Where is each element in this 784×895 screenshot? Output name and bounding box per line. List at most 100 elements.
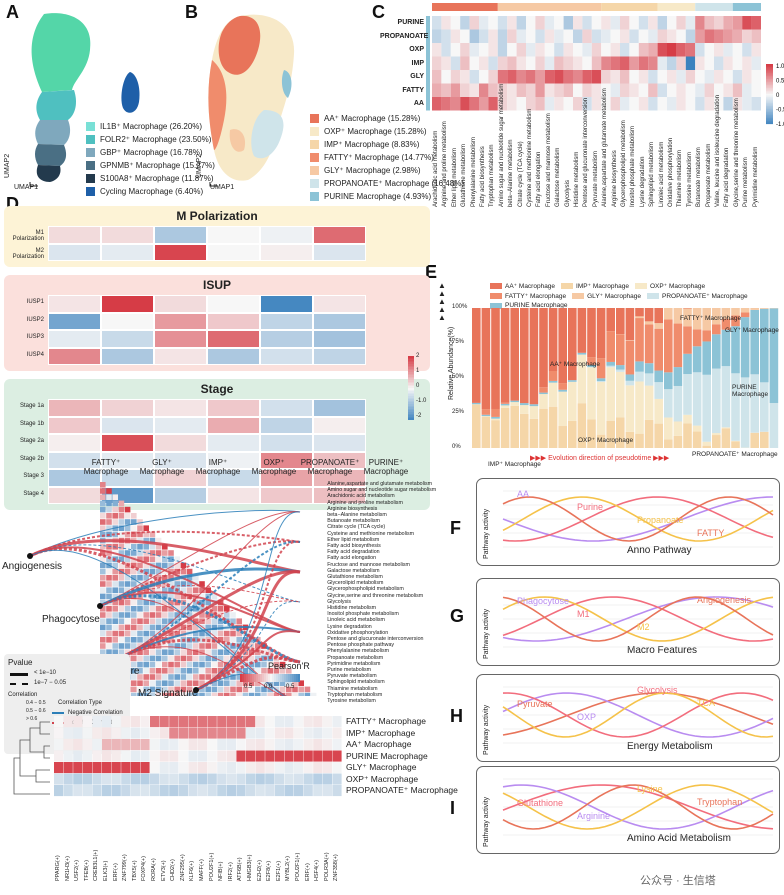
heatmap-d-cell bbox=[101, 399, 154, 417]
heatmap-k-cell bbox=[111, 785, 121, 797]
heatmap-d-cell bbox=[313, 434, 366, 452]
legend-swatch bbox=[310, 127, 319, 136]
legend-gradient-step bbox=[408, 376, 414, 379]
heatmap-c-cell bbox=[535, 97, 545, 111]
corr-cell bbox=[174, 630, 180, 637]
pathway-activity-svg bbox=[502, 778, 774, 836]
correlation-panel-j: FATTY⁺ Macrophage GLY⁺ Macrophage IMP⁺ Mac… bbox=[0, 456, 480, 754]
heatmap-k-cell bbox=[322, 785, 332, 797]
network-node bbox=[27, 553, 33, 559]
panel-label-i: I bbox=[450, 798, 456, 818]
corr-cell bbox=[180, 643, 187, 649]
pathway-curve-label: TCA bbox=[697, 698, 715, 708]
legend-gradient-step bbox=[766, 77, 773, 80]
heatmap-k-cell bbox=[140, 762, 150, 774]
heatmap-k-cell bbox=[255, 762, 265, 774]
heatmap-c-cell bbox=[723, 56, 733, 70]
corr-cell bbox=[155, 562, 162, 569]
legend-gradient-step bbox=[408, 356, 414, 358]
heatmap-c-cell bbox=[742, 83, 752, 97]
legend-gradient-step bbox=[408, 391, 414, 393]
legend-swatch bbox=[561, 283, 574, 289]
corr-cell bbox=[112, 494, 118, 500]
legend-swatch bbox=[310, 114, 319, 123]
corr-cell bbox=[100, 494, 106, 500]
heatmap-k-cell bbox=[294, 785, 304, 797]
corr-cell bbox=[118, 599, 125, 606]
corr-cell bbox=[248, 637, 255, 643]
heatmap-k-col-label: NR1H3(+) bbox=[64, 855, 71, 881]
heatmap-k-col-label: FOXP4(+) bbox=[141, 855, 148, 881]
heatmap-k-cell bbox=[188, 716, 198, 728]
umap-a-ylabel: UMAP2 bbox=[4, 153, 11, 178]
legend-tick: 0.0 bbox=[264, 684, 273, 690]
corr-cell bbox=[149, 550, 156, 556]
legend-gradient-step bbox=[766, 97, 773, 99]
stacked-bar-segment bbox=[635, 316, 644, 319]
heatmap-k-cell bbox=[63, 762, 73, 774]
heatmap-k-cell bbox=[140, 785, 150, 797]
legend-label: AA⁺ Macrophage bbox=[505, 283, 556, 290]
heatmap-k-cell bbox=[178, 750, 188, 762]
corr-cell bbox=[199, 668, 205, 674]
heatmap-d-cell bbox=[48, 330, 101, 348]
stacked-bar-segment bbox=[587, 367, 596, 420]
heatmap-k-cell bbox=[63, 785, 73, 797]
stacked-bar-svg bbox=[472, 308, 779, 448]
heatmap-d-cell bbox=[154, 469, 207, 487]
legend-gradient-step bbox=[766, 74, 773, 77]
corr-cell bbox=[155, 618, 162, 624]
heatmap-c-cell bbox=[714, 70, 724, 84]
umap-a-xlabel: UMAP1 bbox=[14, 184, 39, 191]
corr-cell bbox=[242, 649, 249, 655]
heatmap-c-col-label: Arachidonic acid metabolism bbox=[433, 130, 439, 207]
corr-cell bbox=[193, 606, 199, 612]
corr-cell bbox=[162, 544, 168, 550]
row-annotation bbox=[426, 70, 430, 84]
corr-cell bbox=[199, 637, 205, 643]
heatmap-d-cell bbox=[207, 347, 260, 365]
umap-cluster-cycling bbox=[121, 72, 140, 113]
pathway-curve bbox=[502, 596, 774, 642]
stacked-bar-segment bbox=[596, 308, 606, 359]
corr-cell bbox=[155, 643, 162, 649]
pearson-legend-bar bbox=[240, 674, 300, 682]
heatmap-k-cell bbox=[140, 727, 150, 739]
stacked-bar-segment bbox=[510, 402, 519, 406]
heatmap-c-cell bbox=[544, 29, 555, 43]
legend-gradient-step bbox=[408, 384, 414, 387]
heatmap-d-row-label: Stage 3 bbox=[23, 473, 44, 479]
heatmap-k-cell bbox=[226, 762, 236, 774]
corr-cell bbox=[112, 568, 118, 575]
stacked-bar-segment bbox=[616, 369, 625, 372]
legend-label: GLY⁺ Macrophage (2.98%) bbox=[324, 166, 421, 175]
heatmap-c-cell bbox=[685, 83, 696, 97]
heatmap-d-section: Stage Stage 1a Stage 1b Stage 2a Stage 2b Sta… bbox=[4, 379, 430, 510]
heatmap-j-col-label: GLY⁺ Macrophage bbox=[139, 458, 185, 476]
corr-cell bbox=[137, 556, 143, 562]
corr-cell bbox=[242, 680, 249, 686]
heatmap-k-cell bbox=[313, 739, 323, 751]
corr-cell bbox=[255, 655, 261, 662]
heatmap-c-cell bbox=[620, 43, 630, 57]
pathway-curve-label: Phagocytose bbox=[517, 596, 570, 606]
heatmap-c-cell bbox=[648, 29, 658, 43]
legend-gradient-step bbox=[766, 109, 773, 111]
legend-gradient-step bbox=[408, 364, 414, 366]
legend-gradient-step bbox=[766, 101, 773, 104]
corr-cell bbox=[162, 680, 168, 686]
column-group-bar bbox=[432, 3, 498, 11]
heatmap-c-cell bbox=[544, 70, 555, 84]
heatmap-c-cell bbox=[563, 29, 573, 43]
heatmap-k-cell bbox=[246, 716, 256, 728]
heatmap-c-cell bbox=[516, 97, 526, 111]
heatmap-k-cell bbox=[332, 762, 342, 774]
corr-cell bbox=[261, 686, 267, 693]
legend-gradient-step bbox=[286, 674, 288, 682]
corr-cell bbox=[137, 649, 143, 655]
heatmap-k-cell bbox=[140, 773, 150, 785]
heatmap-c-cell bbox=[573, 97, 583, 111]
heatmap-c-cell bbox=[469, 56, 479, 70]
stacked-bar-segment bbox=[481, 409, 491, 415]
column-group-bar bbox=[497, 3, 602, 11]
